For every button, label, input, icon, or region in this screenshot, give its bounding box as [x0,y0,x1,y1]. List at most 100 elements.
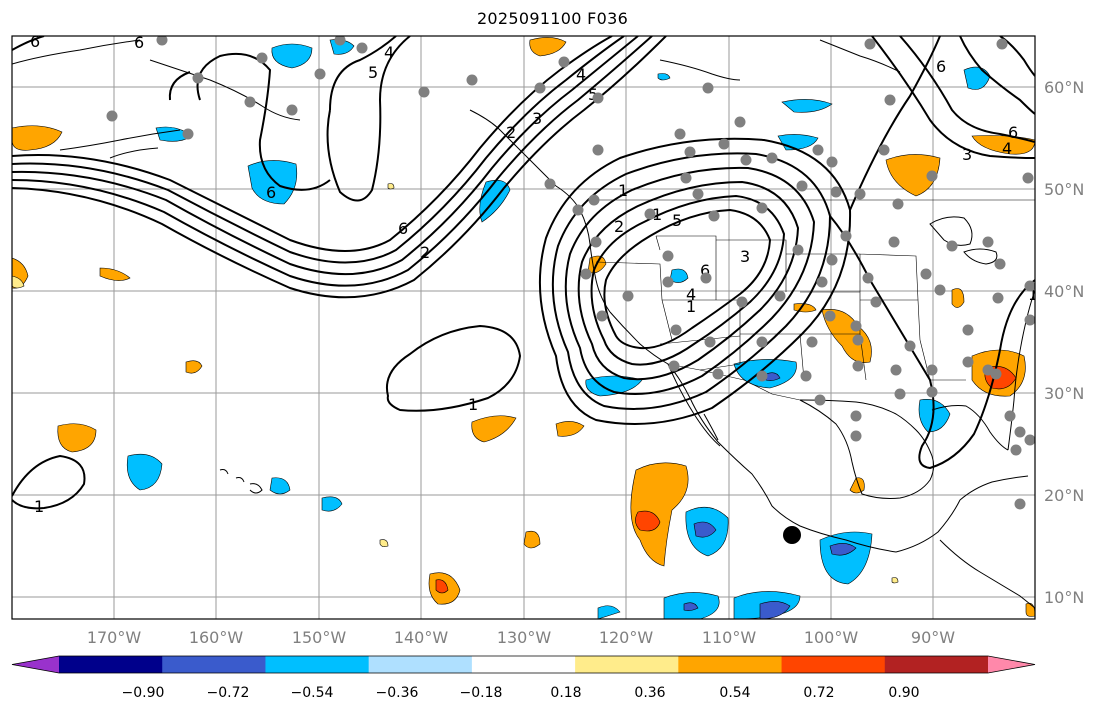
colorbar-tick-label: 0.36 [634,685,665,701]
positive-anomaly-area [185,360,203,374]
positive-anomaly-area [471,415,517,443]
strong-negative-anomaly-area [829,543,857,556]
lon-tick-label: 110°W [702,628,757,647]
contour-label: 1 [652,205,662,224]
contour-label: 6 [936,57,946,76]
contour-label: 2 [614,217,624,236]
contour-lines [12,36,1035,510]
colorbar-labels: −0.90 −0.72 −0.54 −0.36 −0.18 0.18 0.36 … [122,685,920,701]
negative-anomaly-area [126,453,163,491]
contour-label: 1 [468,395,478,414]
negative-anomaly-area [321,496,343,512]
colorbar-segment [678,656,783,673]
colorbar-tick-label: 0.18 [550,685,581,701]
colorbar-outline [11,655,1036,674]
lon-tick-label: 140°W [394,628,449,647]
lat-tick-label: 40°N [1044,282,1084,301]
strong-negative-anomaly-area [683,602,699,611]
contour-label: 5 [588,85,598,104]
positive-anomaly-area [57,423,97,453]
contour-label: 6 [700,261,710,280]
contour-label: 4 [384,43,394,62]
positive-anomaly-area [529,37,567,57]
positive-anomaly-area [951,288,965,308]
colorbar-segment [884,656,989,673]
colorbar [11,655,1036,674]
lon-tick-label: 90°W [911,628,955,647]
colorbar-segment [59,656,163,673]
contour-label: 6 [1008,123,1018,142]
contour-label: 6 [134,33,144,52]
latitude-labels: 60°N 50°N 40°N 30°N 20°N 10°N [1044,78,1084,607]
lon-tick-label: 170°W [87,628,142,647]
lat-tick-label: 30°N [1044,384,1084,403]
colorbar-tick-label: 0.54 [719,685,750,701]
colorbar-tick-label: −0.18 [460,685,503,701]
lat-tick-label: 20°N [1044,486,1084,505]
contour-label: 6 [266,183,276,202]
contour-label: 6 [30,32,40,51]
lon-tick-label: 120°W [599,628,654,647]
positive-anomaly-area [849,477,865,494]
negative-anomaly-area [271,43,313,69]
weak-positive-anomaly-area [379,539,389,547]
colorbar-extend-min [12,656,59,673]
colorbar-tick-label: −0.36 [376,685,419,701]
contour-label: 3 [532,109,542,128]
contour-label: 5 [368,63,378,82]
colorbar-tick-label: −0.54 [291,685,334,701]
positive-anomaly-area [523,530,541,549]
negative-anomaly-area [269,477,291,495]
colorbar-segment [368,656,473,673]
lat-tick-label: 60°N [1044,78,1084,97]
contour-label: 5 [672,211,682,230]
colorbar-segment [471,656,576,673]
contour-label: 4 [1002,139,1012,158]
negative-anomaly-area [669,268,689,283]
colorbar-extend-max [988,656,1035,673]
map-title: 2025091100 F036 [476,9,629,28]
positive-anomaly-area [12,125,63,151]
contour-label: 1 [686,297,696,316]
colorbar-tick-label: 0.90 [888,685,919,701]
negative-anomaly-area [657,73,671,81]
map-frame [11,35,1036,620]
lon-tick-label: 130°W [497,628,552,647]
colorbar-segment [781,656,886,673]
positive-anomaly-area [99,267,131,281]
strong-positive-anomaly-area [435,579,449,594]
positive-anomaly-area [555,421,585,437]
colorbar-segment [162,656,266,673]
contour-label: 1 [34,497,44,516]
positive-anomaly-area [885,154,941,197]
contour-label: 2 [420,243,430,262]
strong-positive-anomaly-area [635,510,661,532]
lat-tick-label: 10°N [1044,588,1084,607]
contour-label: 4 [686,285,696,304]
colorbar-segment [265,656,370,673]
contour-label: 3 [962,145,972,164]
contour-label: 4 [576,65,586,84]
contour-label: 1 [618,181,628,200]
weak-positive-anomaly-area [891,577,899,584]
colorbar-tick-label: 0.72 [803,685,834,701]
longitude-labels: 170°W 160°W 150°W 140°W 130°W 120°W 110°… [87,628,955,647]
weak-positive-anomaly-area [12,275,25,289]
strong-negative-anomaly-area [693,521,717,538]
lon-tick-label: 160°W [189,628,244,647]
positive-anomaly-area [630,462,689,567]
lon-tick-label: 100°W [804,628,859,647]
colorbar-tick-label: −0.72 [207,685,250,701]
gridlines [12,36,1035,619]
contour-labels: 6 6 4 5 2 3 6 2 1 1 6 5 4 3 6 4 5 2 1 1 … [30,32,1035,516]
lon-tick-label: 150°W [292,628,347,647]
observation-stations [106,36,1035,510]
lat-tick-label: 50°N [1044,180,1084,199]
weak-positive-anomaly-area [387,183,395,190]
colorbar-segment [575,656,679,673]
contour-label: 6 [398,219,408,238]
contour-label: 2 [506,123,516,142]
strong-negative-anomaly-area [765,372,781,381]
negative-anomaly-area [781,99,833,113]
